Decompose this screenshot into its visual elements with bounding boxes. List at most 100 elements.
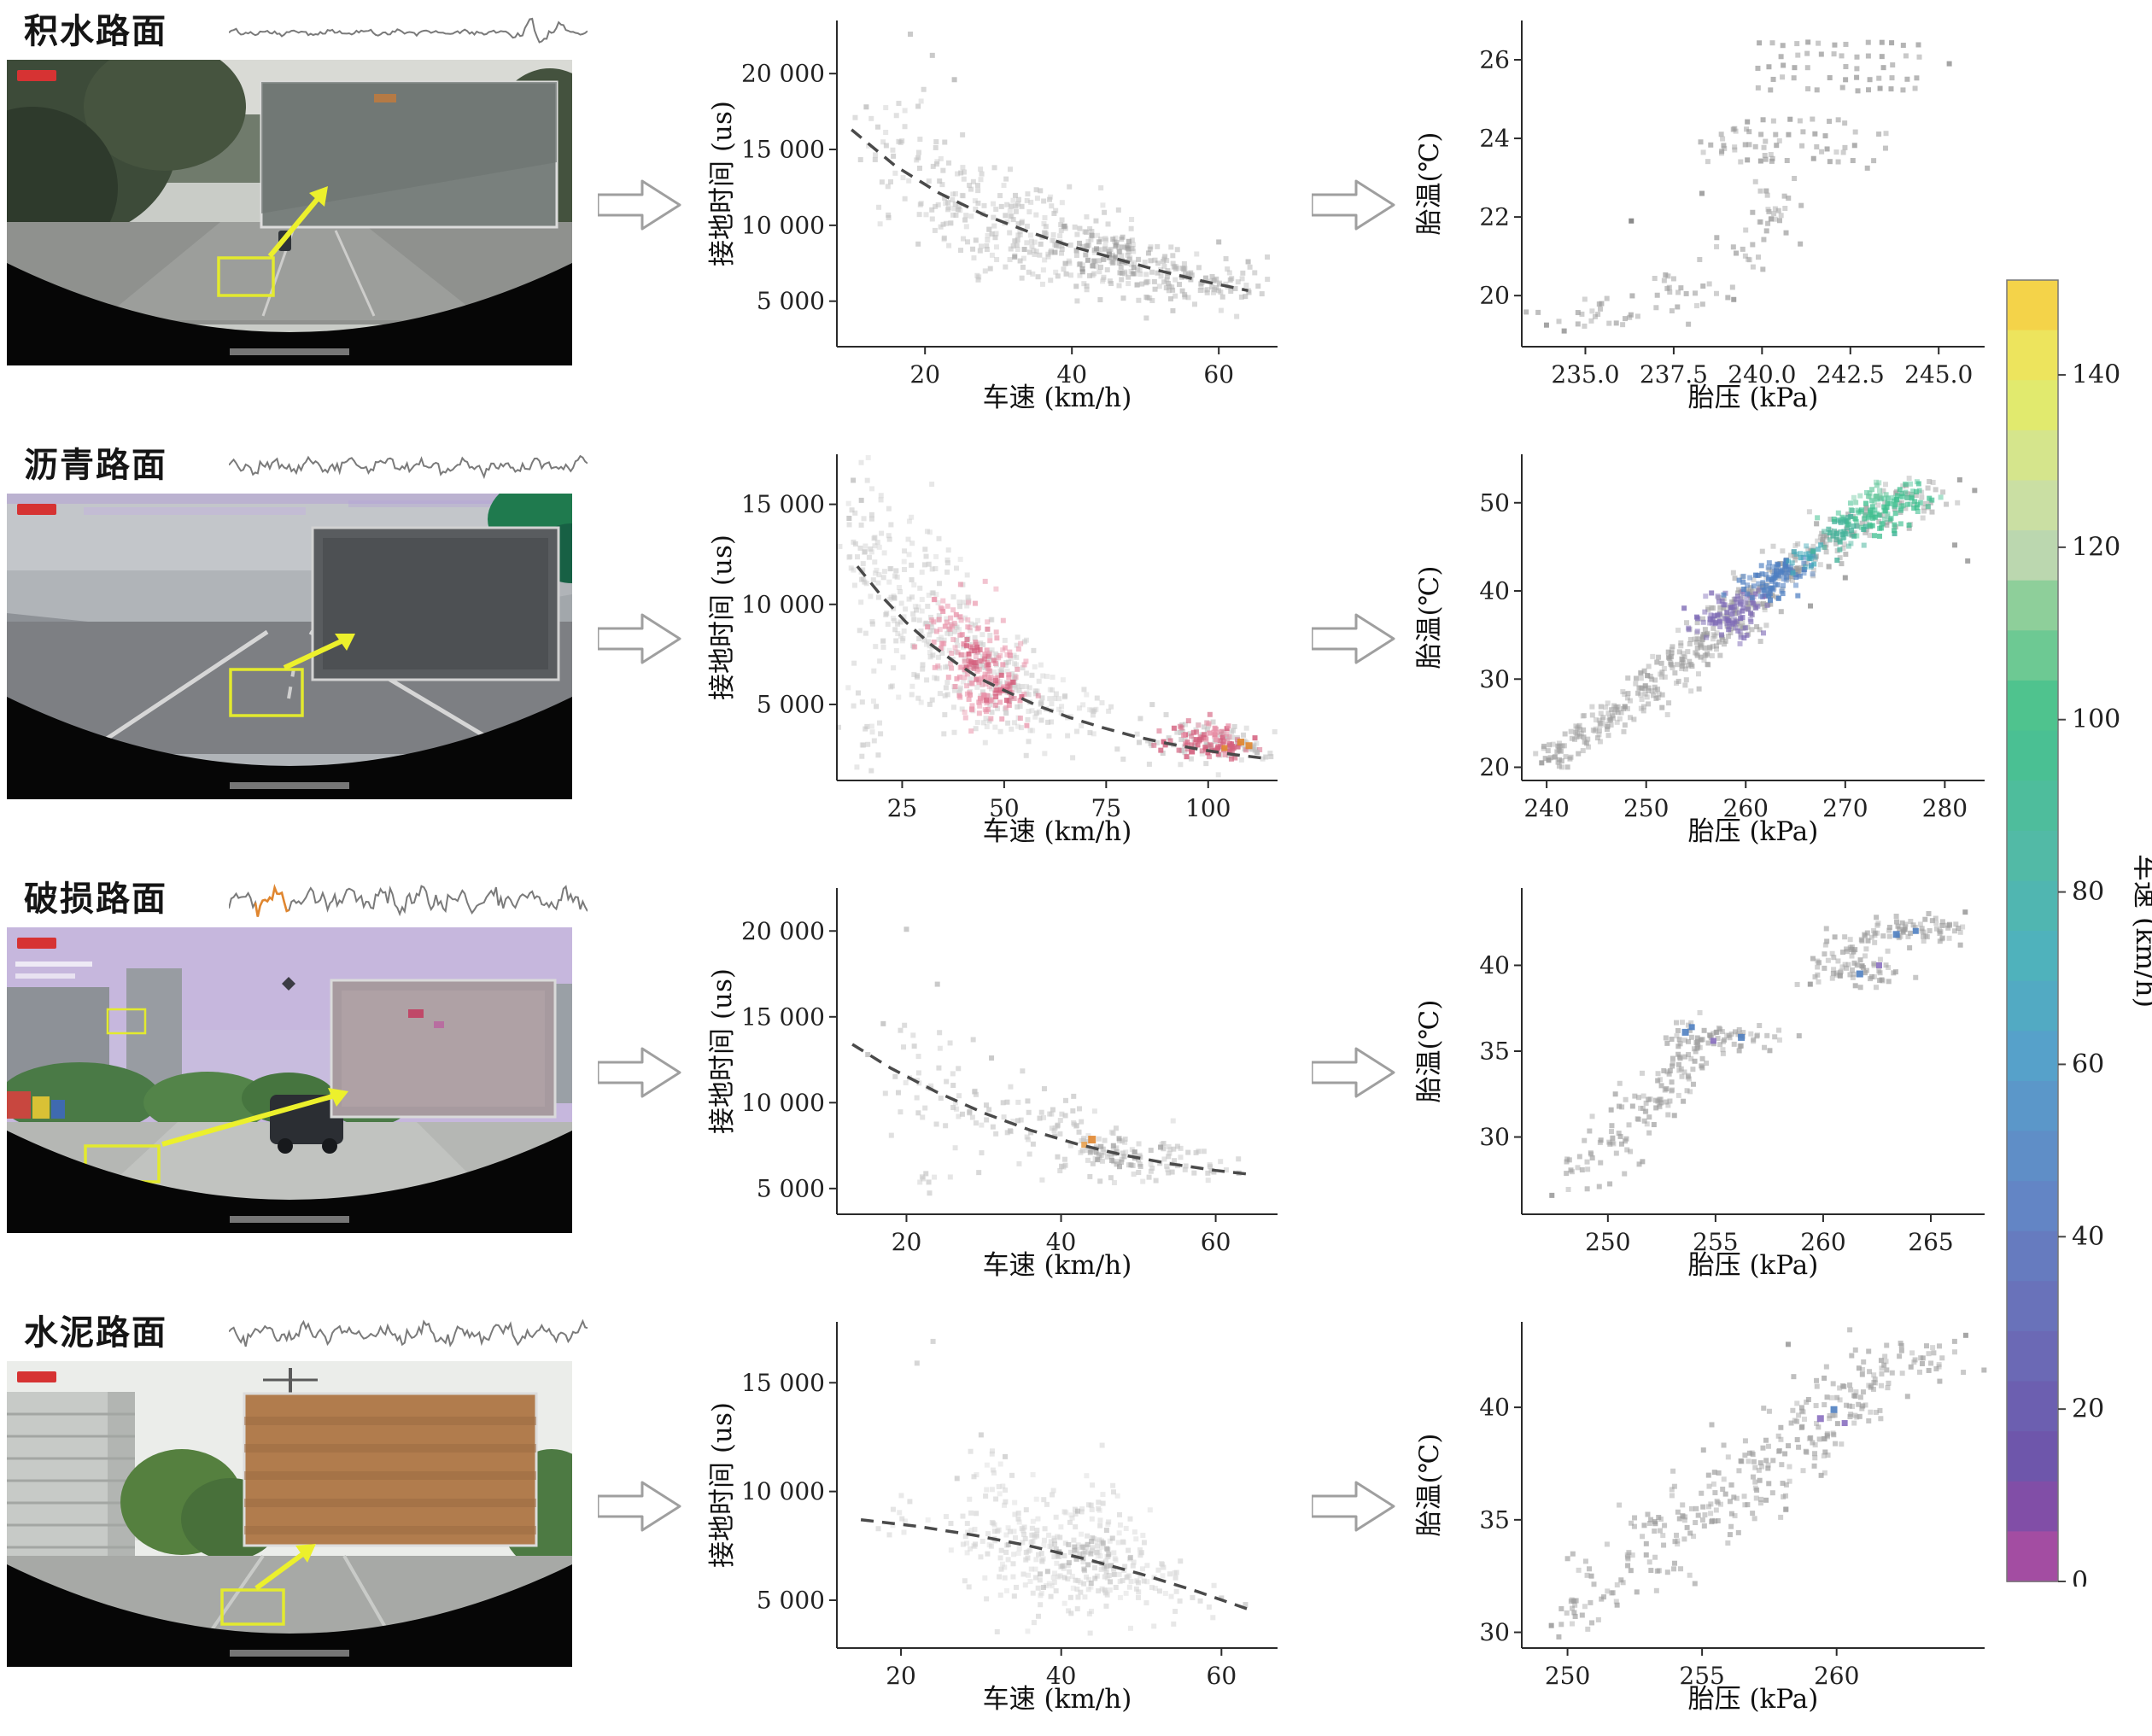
svg-text:20: 20 bbox=[886, 1662, 916, 1690]
detection-box bbox=[229, 668, 304, 717]
row-water: 积水路面 bbox=[0, 0, 2152, 434]
svg-text:260: 260 bbox=[1800, 1228, 1845, 1256]
svg-text:10 000: 10 000 bbox=[741, 1089, 825, 1117]
annotation-arrow bbox=[267, 186, 328, 258]
svg-text:胎温(℃): 胎温(℃) bbox=[1414, 132, 1445, 236]
svg-text:10 000: 10 000 bbox=[741, 590, 825, 618]
svg-text:255: 255 bbox=[1679, 1662, 1724, 1690]
scatter-contact-time-vs-speed-water: 20 40 60 5 000 10 000 15 000 20 000 车速 (km/h) 接地… bbox=[702, 7, 1300, 427]
timestamp-text bbox=[230, 348, 349, 355]
svg-text:接地时间 (us): 接地时间 (us) bbox=[707, 1402, 738, 1568]
timestamp-text bbox=[230, 782, 349, 789]
zoom-inset bbox=[243, 1392, 538, 1547]
detection-box bbox=[220, 1588, 285, 1626]
svg-text:100: 100 bbox=[2072, 704, 2120, 734]
detection-box-secondary bbox=[106, 1008, 147, 1035]
svg-text:15 000: 15 000 bbox=[741, 490, 825, 518]
scatter-tire-temp-vs-pressure-water: 235.0 237.5 240.0 242.5 245.0 20 22 24 26 胎压 (kPa… bbox=[1409, 7, 2007, 427]
svg-text:15 000: 15 000 bbox=[741, 136, 825, 164]
svg-text:250: 250 bbox=[1585, 1228, 1630, 1256]
svg-text:255: 255 bbox=[1693, 1228, 1738, 1256]
camera-logo bbox=[17, 1371, 56, 1382]
osd-text bbox=[15, 973, 75, 979]
svg-text:35: 35 bbox=[1479, 1038, 1510, 1066]
annotation-arrow bbox=[254, 1544, 316, 1591]
svg-text:140: 140 bbox=[2072, 360, 2120, 390]
timestamp-text bbox=[230, 1216, 349, 1223]
svg-text:胎压 (kPa): 胎压 (kPa) bbox=[1688, 1250, 1819, 1281]
svg-text:20: 20 bbox=[2072, 1394, 2104, 1424]
flow-arrow-icon bbox=[1312, 613, 1395, 664]
detection-box bbox=[217, 256, 275, 297]
scatter-contact-time-vs-speed-cement: 20 40 60 5 000 10 000 15 000 车速 (km/h) 接地时间 (us… bbox=[702, 1308, 1300, 1728]
dashcam-photo-asphalt bbox=[7, 494, 572, 799]
svg-text:车速 (km/h): 车速 (km/h) bbox=[983, 1250, 1132, 1281]
svg-text:40: 40 bbox=[1479, 1394, 1510, 1422]
svg-text:10 000: 10 000 bbox=[741, 211, 825, 239]
svg-text:50: 50 bbox=[989, 794, 1020, 822]
svg-text:车速 (km/h): 车速 (km/h) bbox=[983, 816, 1132, 847]
svg-text:60: 60 bbox=[1207, 1662, 1237, 1690]
svg-text:30: 30 bbox=[1479, 1618, 1510, 1646]
svg-text:80: 80 bbox=[2072, 877, 2104, 907]
svg-text:22: 22 bbox=[1479, 203, 1510, 231]
svg-text:接地时间 (us): 接地时间 (us) bbox=[707, 968, 738, 1134]
svg-text:40: 40 bbox=[1479, 577, 1510, 605]
svg-text:胎压 (kPa): 胎压 (kPa) bbox=[1688, 383, 1819, 413]
flow-arrow-icon bbox=[598, 1047, 681, 1098]
svg-text:接地时间 (us): 接地时间 (us) bbox=[707, 101, 738, 266]
annotation-arrow bbox=[283, 634, 355, 670]
scatter-tire-temp-vs-pressure-cement: 250 255 260 30 35 40 胎压 (kPa) 胎温(℃) bbox=[1409, 1308, 2007, 1728]
svg-text:242.5: 242.5 bbox=[1816, 360, 1885, 389]
svg-text:235.0: 235.0 bbox=[1551, 360, 1619, 389]
vibration-waveform-water bbox=[229, 17, 588, 44]
dashcam-photo-damaged bbox=[7, 927, 572, 1233]
flow-arrow-icon bbox=[1312, 1047, 1395, 1098]
svg-text:75: 75 bbox=[1091, 794, 1122, 822]
dashcam-vignette bbox=[7, 1131, 572, 1233]
svg-text:车速 (km/h): 车速 (km/h) bbox=[983, 1684, 1132, 1715]
vibration-waveform-damaged bbox=[229, 883, 588, 917]
row-label-damaged: 破损路面 bbox=[24, 879, 167, 919]
svg-text:237.5: 237.5 bbox=[1640, 360, 1708, 389]
svg-text:10 000: 10 000 bbox=[741, 1477, 825, 1505]
svg-text:胎温(℃): 胎温(℃) bbox=[1414, 1000, 1445, 1103]
scatter-tire-temp-vs-pressure-damaged: 250 255 260 265 30 35 40 胎压 (kPa) 胎温(℃) bbox=[1409, 874, 2007, 1295]
svg-text:5 000: 5 000 bbox=[757, 287, 825, 315]
dashcam-vignette bbox=[7, 1564, 572, 1667]
svg-text:260: 260 bbox=[1723, 794, 1769, 822]
svg-text:车速 (km/h): 车速 (km/h) bbox=[983, 383, 1132, 413]
colorbar-speed: 0 20 40 60 80 100 120 140 车速 (km/h) bbox=[2005, 275, 2152, 1587]
svg-text:60: 60 bbox=[1203, 360, 1234, 389]
camera-logo bbox=[17, 70, 56, 81]
svg-text:250: 250 bbox=[1545, 1662, 1590, 1690]
row-cement: 水泥路面 bbox=[0, 1301, 2152, 1735]
svg-text:20: 20 bbox=[1479, 753, 1510, 781]
dashcam-vignette bbox=[7, 263, 572, 365]
svg-text:20: 20 bbox=[909, 360, 940, 389]
scatter-tire-temp-vs-pressure-asphalt: 240 250 260 270 280 20 30 40 50 胎压 (kPa) 胎温(℃) bbox=[1409, 441, 2007, 861]
timestamp-text bbox=[230, 1650, 349, 1657]
svg-text:265: 265 bbox=[1908, 1228, 1953, 1256]
scatter-contact-time-vs-speed-damaged: 20 40 60 5 000 10 000 15 000 20 000 车速 (km/h) 接地… bbox=[702, 874, 1300, 1295]
svg-text:5 000: 5 000 bbox=[757, 1586, 825, 1614]
zoom-inset bbox=[311, 526, 560, 681]
svg-text:20: 20 bbox=[1479, 282, 1510, 310]
svg-text:250: 250 bbox=[1623, 794, 1669, 822]
svg-text:接地时间 (us): 接地时间 (us) bbox=[707, 535, 738, 700]
svg-text:40: 40 bbox=[2072, 1222, 2104, 1252]
vibration-waveform-asphalt bbox=[229, 454, 588, 480]
annotation-arrow bbox=[161, 1088, 348, 1147]
svg-text:20: 20 bbox=[892, 1228, 922, 1256]
svg-text:5 000: 5 000 bbox=[757, 690, 825, 718]
svg-text:胎温(℃): 胎温(℃) bbox=[1414, 566, 1445, 669]
svg-text:0: 0 bbox=[2072, 1567, 2088, 1587]
scatter-contact-time-vs-speed-asphalt: 25 50 75 100 5 000 10 000 15 000 车速 (km/h) 接地时间 … bbox=[702, 441, 1300, 861]
svg-text:20 000: 20 000 bbox=[741, 917, 825, 945]
svg-text:40: 40 bbox=[1056, 360, 1087, 389]
flow-arrow-icon bbox=[598, 613, 681, 664]
svg-text:40: 40 bbox=[1479, 951, 1510, 979]
row-label-asphalt: 沥青路面 bbox=[24, 445, 167, 485]
svg-text:车速 (km/h): 车速 (km/h) bbox=[2130, 854, 2152, 1008]
